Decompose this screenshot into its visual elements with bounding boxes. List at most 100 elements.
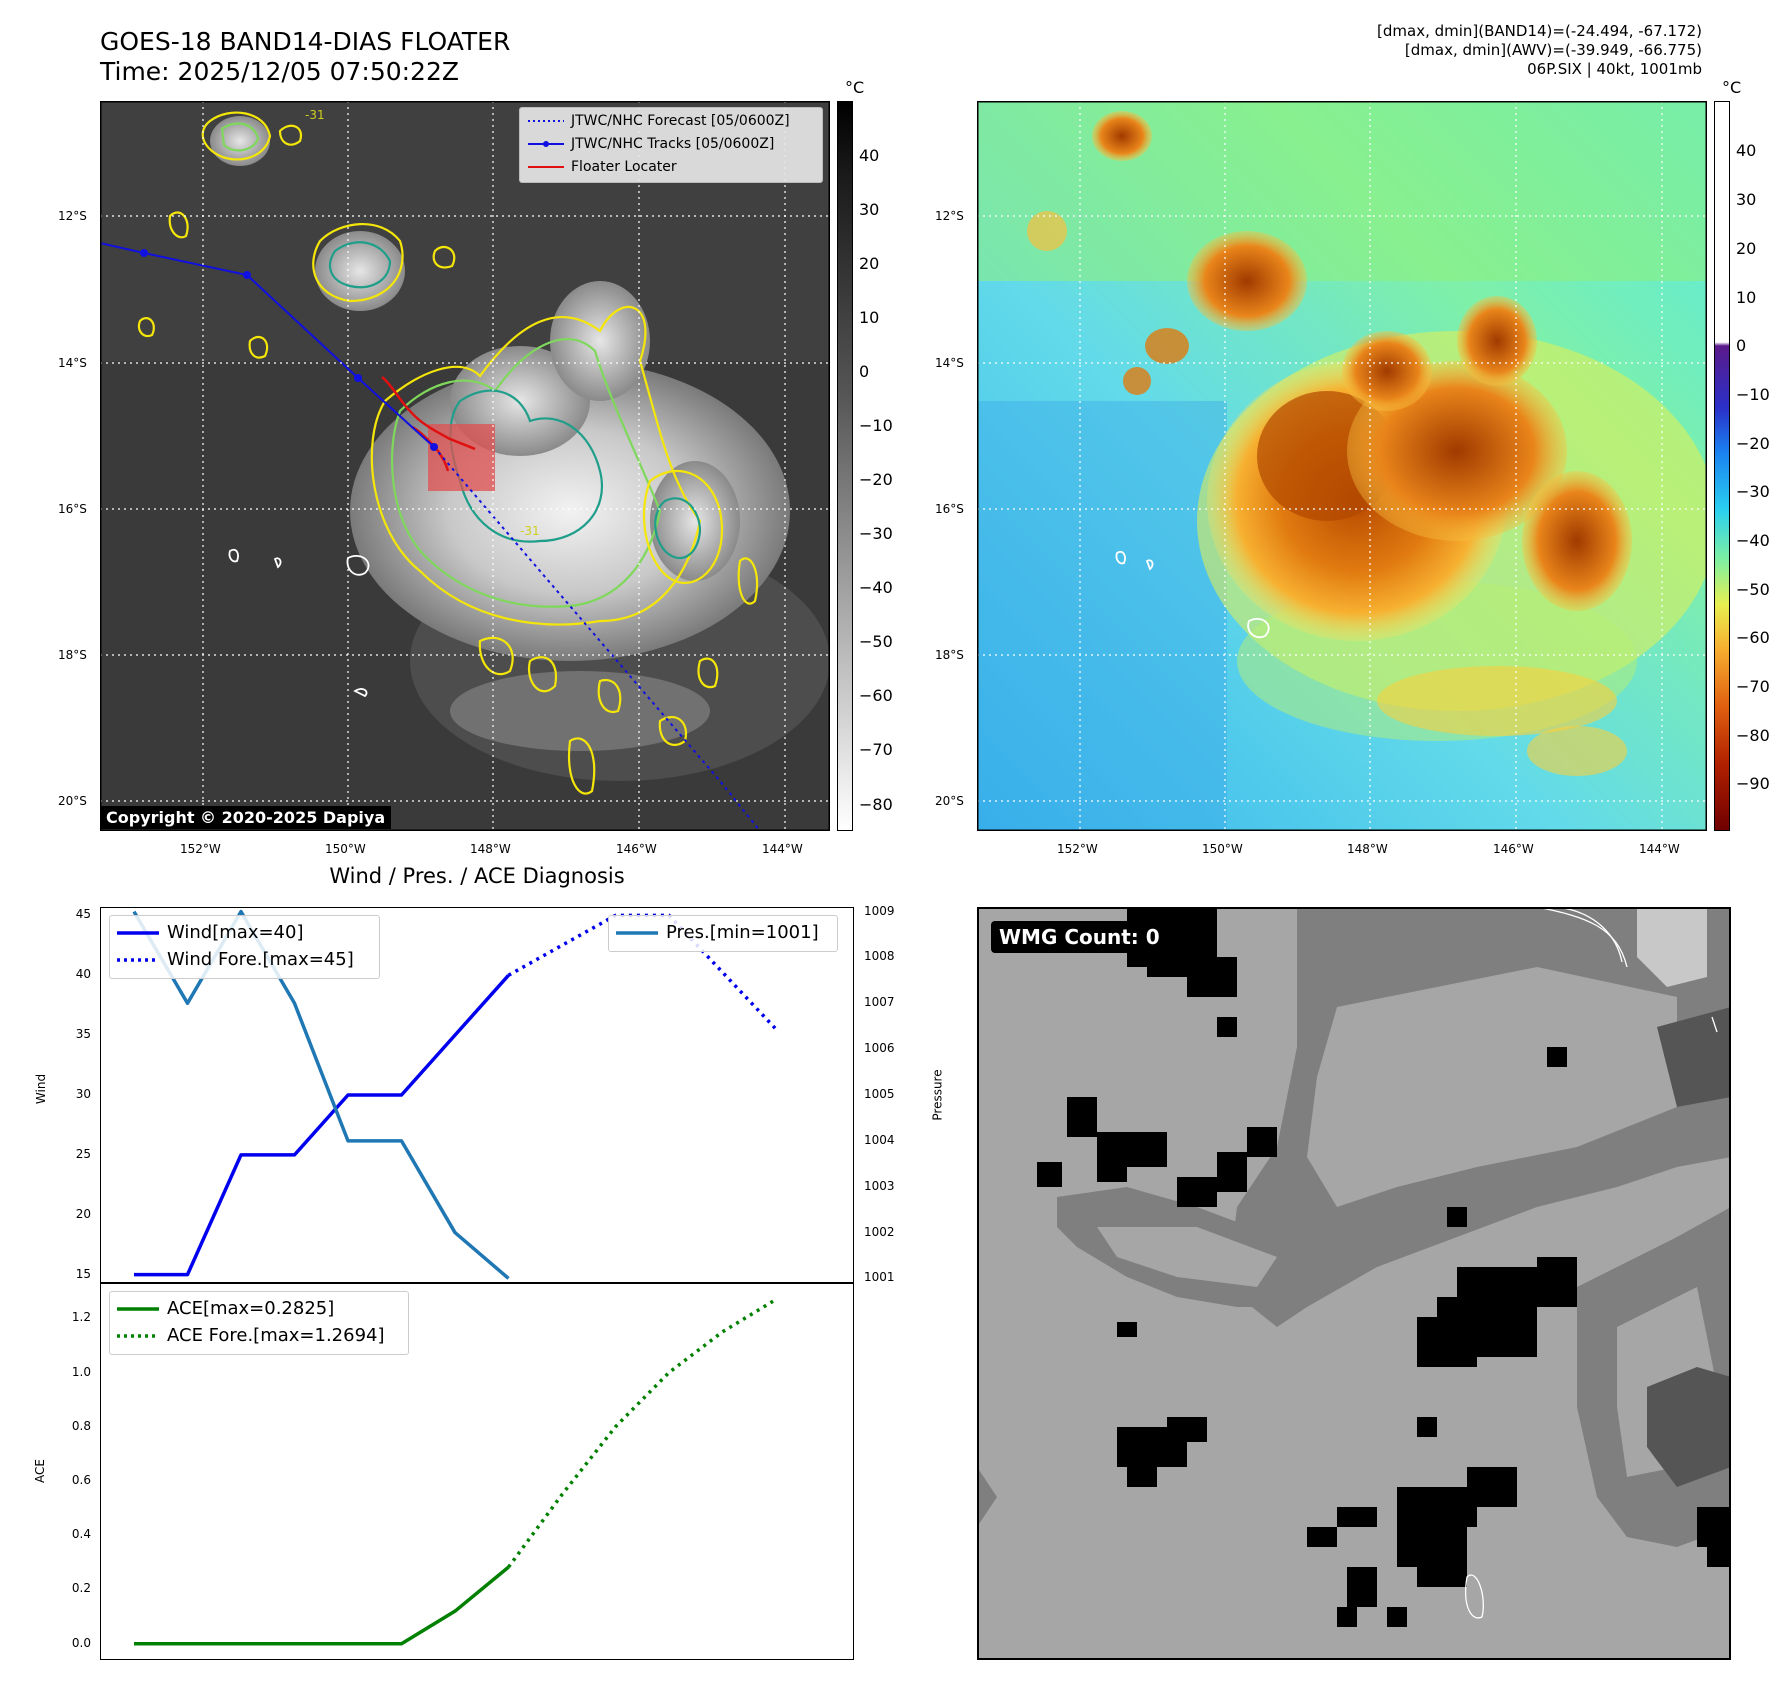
gray-colorbar <box>837 101 853 831</box>
lon-label: 150°W <box>1202 842 1243 856</box>
wind-tick-label: 45 <box>75 907 91 922</box>
series-line <box>134 974 510 1277</box>
pressure-tick-label: 1006 <box>864 1041 895 1056</box>
colorbar-tick: −70 <box>859 740 893 759</box>
colorbar-tick: 0 <box>1736 336 1747 355</box>
lon-label: 148°W <box>1347 842 1388 856</box>
lon-label: 144°W <box>1639 842 1680 856</box>
colorbar-tick: −20 <box>1736 434 1770 453</box>
colorbar-tick: −30 <box>1736 482 1770 501</box>
legend-locator: Floater Locater <box>528 159 677 175</box>
legend-ace: ACE[max=0.2825] <box>117 1298 334 1319</box>
ace-tick-label: 1.2 <box>71 1310 91 1325</box>
map-legend: JTWC/NHC Forecast [05/0600Z] JTWC/NHC Tr… <box>519 107 823 183</box>
copyright-badge: Copyright © 2020-2025 Dapiya <box>100 806 392 829</box>
lat-label: 14°S <box>58 356 87 370</box>
color-colorbar <box>1714 101 1730 831</box>
colorbar-tick: 20 <box>1736 239 1757 258</box>
wind-axis-label: Wind <box>34 1073 49 1105</box>
colorbar-tick: −60 <box>859 686 893 705</box>
legend-tracks-label: JTWC/NHC Tracks [05/0600Z] <box>571 136 775 152</box>
colorbar-tick: 10 <box>1736 288 1757 307</box>
legend-wind: Wind[max=40] <box>117 922 304 943</box>
diagnosis-title: Wind / Pres. / ACE Diagnosis <box>329 864 625 888</box>
ace-tick-label: 0.4 <box>71 1527 91 1542</box>
ace-tick-label: 1.0 <box>71 1364 91 1379</box>
lon-label: 152°W <box>1057 842 1098 856</box>
wmg-panel <box>977 907 1731 1660</box>
colorbar-tick: 0 <box>859 362 870 381</box>
wind-tick-label: 30 <box>75 1087 91 1101</box>
contour-label: -31 <box>305 108 325 122</box>
stats-header: [dmax, dmin](BAND14)=(-24.494, -67.172) … <box>1377 22 1702 79</box>
wmg-count-badge: WMG Count: 0 <box>991 921 1168 953</box>
legend-ace-label: ACE[max=0.2825] <box>167 1298 335 1319</box>
legend-wind-fore: Wind Fore.[max=45] <box>117 949 354 970</box>
pressure-tick-label: 1008 <box>864 949 895 964</box>
colorbar-tick: −60 <box>1736 628 1770 647</box>
wind-tick-label: 15 <box>75 1266 91 1281</box>
ace-tick-label: 0.8 <box>71 1418 91 1433</box>
title-line-1: GOES-18 BAND14-DIAS FLOATER <box>100 27 511 56</box>
pressure-tick-label: 1005 <box>864 1087 895 1101</box>
legend-pres: Pres.[min=1001] <box>616 922 819 943</box>
colorbar-tick: 30 <box>1736 190 1757 209</box>
colorbar-tick: −50 <box>859 632 893 651</box>
colorbar-unit: °C <box>1722 78 1742 97</box>
lat-label: 18°S <box>58 648 87 662</box>
legend-pres-label: Pres.[min=1001] <box>666 922 819 943</box>
colorbar-tick: −40 <box>859 578 893 597</box>
wind-tick-label: 40 <box>75 967 91 982</box>
awv-stats: [dmax, dmin](AWV)=(-39.949, -66.775) <box>1404 41 1702 59</box>
ace-tick-label: 0.2 <box>71 1581 91 1596</box>
lat-label: 16°S <box>58 502 87 516</box>
colorbar-tick: −80 <box>859 795 893 814</box>
legend-locator-label: Floater Locater <box>571 159 677 175</box>
ace-tick-label: 0.0 <box>71 1635 91 1650</box>
diagnosis-chart <box>100 907 854 1660</box>
pressure-legend: Pres.[min=1001] <box>608 915 838 952</box>
pressure-tick-label: 1001 <box>864 1270 895 1285</box>
pressure-tick-label: 1002 <box>864 1224 895 1239</box>
ace-legend: ACE[max=0.2825] ACE Fore.[max=1.2694] <box>109 1291 409 1355</box>
ace-axis-label: ACE <box>32 1459 47 1483</box>
pressure-axis-label: Pressure <box>930 1069 945 1121</box>
lon-label: 144°W <box>762 842 803 856</box>
colorbar-tick: −10 <box>859 416 893 435</box>
legend-wind-fore-label: Wind Fore.[max=45] <box>167 949 354 970</box>
legend-tracks: JTWC/NHC Tracks [05/0600Z] <box>528 136 774 152</box>
wind-legend: Wind[max=40] Wind Fore.[max=45] <box>109 915 380 979</box>
legend-ace-fore-label: ACE Fore.[max=1.2694] <box>167 1325 385 1346</box>
lat-label: 20°S <box>935 794 964 808</box>
plot-title: GOES-18 BAND14-DIAS FLOATER Time: 2025/1… <box>100 27 510 87</box>
legend-forecast-label: JTWC/NHC Forecast [05/0600Z] <box>571 113 790 129</box>
colorbar-tick: −50 <box>1736 580 1770 599</box>
colorbar-tick: −30 <box>859 524 893 543</box>
colorbar-tick: 40 <box>1736 141 1757 160</box>
awv-map <box>977 101 1707 831</box>
wind-tick-label: 20 <box>75 1206 91 1221</box>
lon-label: 148°W <box>470 842 511 856</box>
colorbar-tick: −70 <box>1736 677 1770 696</box>
wind-tick-label: 35 <box>75 1027 91 1042</box>
colorbar-tick: −90 <box>1736 774 1770 793</box>
series-line <box>132 909 510 1280</box>
pressure-tick-label: 1009 <box>864 903 895 918</box>
lon-label: 152°W <box>180 842 221 856</box>
colorbar-tick: −80 <box>1736 726 1770 745</box>
lon-label: 146°W <box>616 842 657 856</box>
wind-tick-label: 25 <box>75 1146 91 1161</box>
ace-tick-label: 0.6 <box>71 1472 91 1487</box>
series-line <box>507 1297 777 1569</box>
legend-forecast: JTWC/NHC Forecast [05/0600Z] <box>528 113 790 129</box>
lat-label: 12°S <box>58 209 87 223</box>
lat-label: 14°S <box>935 356 964 370</box>
band14-stats: [dmax, dmin](BAND14)=(-24.494, -67.172) <box>1377 22 1702 40</box>
colorbar-tick: 40 <box>859 146 880 165</box>
lat-label: 12°S <box>935 209 964 223</box>
colorbar-tick: 20 <box>859 254 880 273</box>
contour-label: -31 <box>520 524 540 538</box>
pressure-tick-label: 1007 <box>864 995 895 1010</box>
legend-wind-label: Wind[max=40] <box>167 922 304 943</box>
pressure-tick-label: 1003 <box>864 1178 895 1193</box>
